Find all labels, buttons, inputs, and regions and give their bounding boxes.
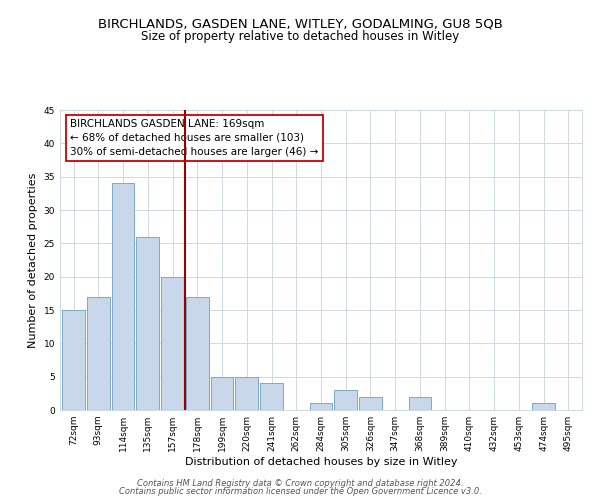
Bar bbox=[186, 296, 209, 410]
Text: Size of property relative to detached houses in Witley: Size of property relative to detached ho… bbox=[141, 30, 459, 43]
Bar bbox=[359, 396, 382, 410]
Bar bbox=[62, 310, 85, 410]
Bar bbox=[334, 390, 357, 410]
Bar bbox=[235, 376, 258, 410]
Text: BIRCHLANDS GASDEN LANE: 169sqm
← 68% of detached houses are smaller (103)
30% of: BIRCHLANDS GASDEN LANE: 169sqm ← 68% of … bbox=[70, 119, 319, 157]
Text: BIRCHLANDS, GASDEN LANE, WITLEY, GODALMING, GU8 5QB: BIRCHLANDS, GASDEN LANE, WITLEY, GODALMI… bbox=[98, 18, 502, 30]
Text: Contains HM Land Registry data © Crown copyright and database right 2024.: Contains HM Land Registry data © Crown c… bbox=[137, 478, 463, 488]
Bar bbox=[211, 376, 233, 410]
Text: Contains public sector information licensed under the Open Government Licence v3: Contains public sector information licen… bbox=[119, 487, 481, 496]
Bar bbox=[409, 396, 431, 410]
Bar bbox=[260, 384, 283, 410]
Bar bbox=[310, 404, 332, 410]
Bar bbox=[161, 276, 184, 410]
Bar bbox=[136, 236, 159, 410]
Bar bbox=[532, 404, 555, 410]
Y-axis label: Number of detached properties: Number of detached properties bbox=[28, 172, 38, 348]
X-axis label: Distribution of detached houses by size in Witley: Distribution of detached houses by size … bbox=[185, 457, 457, 467]
Bar bbox=[87, 296, 110, 410]
Bar bbox=[112, 184, 134, 410]
